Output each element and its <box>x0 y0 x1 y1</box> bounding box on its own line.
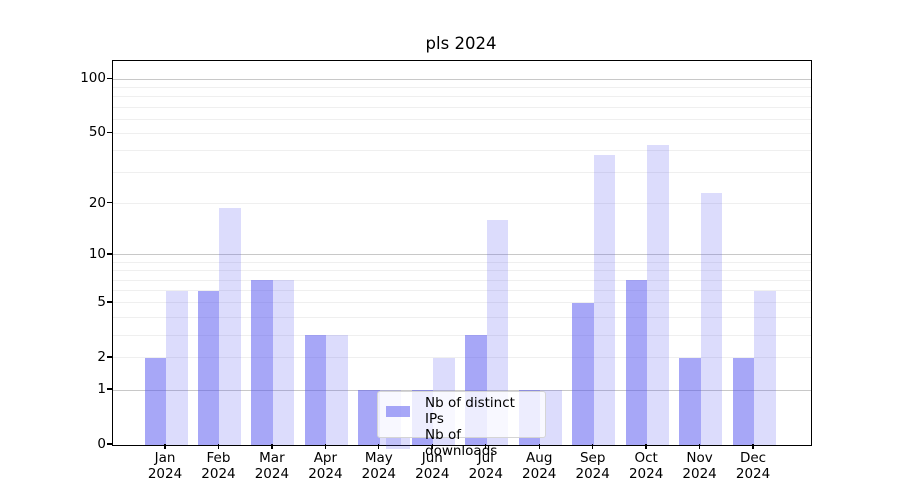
y-tick-mark <box>107 131 112 133</box>
y-tick-label: 0 <box>97 436 106 452</box>
legend-item-distinct-ips: Nb of distinct IPs <box>386 395 537 427</box>
x-tick-mark <box>592 444 594 449</box>
x-tick-mark <box>645 444 647 449</box>
bar-distinct-ips <box>358 390 380 445</box>
x-tick-mark <box>538 444 540 449</box>
chart-title: pls 2024 <box>425 34 497 53</box>
x-tick-label: Jul 2024 <box>468 450 503 482</box>
minor-gridline <box>113 106 811 108</box>
bar-distinct-ips <box>304 335 327 445</box>
minor-gridline <box>113 290 811 292</box>
x-tick-label: Aug 2024 <box>522 450 557 482</box>
x-tick-label: Dec 2024 <box>735 450 771 482</box>
y-tick-label: 5 <box>97 293 106 310</box>
bar-downloads <box>647 145 669 445</box>
minor-gridline <box>113 357 811 359</box>
y-tick-mark <box>107 356 112 358</box>
y-tick-label: 1 <box>97 381 106 398</box>
y-tick-label: 2 <box>97 348 106 365</box>
major-gridline <box>113 254 811 256</box>
bar-downloads <box>593 154 616 445</box>
x-tick-label: Apr 2024 <box>308 450 343 482</box>
bar-distinct-ips <box>251 280 273 445</box>
y-tick-label: 50 <box>88 124 106 141</box>
x-tick-mark <box>324 444 327 449</box>
bar-downloads <box>219 207 241 445</box>
legend-item-downloads: Nb of downloads <box>386 427 537 459</box>
x-tick-label: Feb 2024 <box>201 450 236 482</box>
x-tick-mark <box>378 444 380 449</box>
x-tick-mark <box>271 444 273 449</box>
y-tick-label: 10 <box>88 245 106 262</box>
minor-gridline <box>113 86 811 88</box>
legend-swatch-distinct-ips <box>386 405 410 417</box>
bar-distinct-ips <box>679 357 701 445</box>
x-tick-label: Sep 2024 <box>575 450 610 482</box>
bar-downloads <box>754 290 776 445</box>
minor-gridline <box>113 172 811 174</box>
x-tick-mark <box>164 444 166 449</box>
x-tick-mark <box>752 444 754 449</box>
x-tick-label: Nov 2024 <box>682 450 717 482</box>
minor-gridline <box>113 334 811 336</box>
x-tick-label: Jan 2024 <box>147 450 183 482</box>
x-tick-label: Oct 2024 <box>628 450 664 482</box>
major-gridline <box>113 78 811 80</box>
y-tick-mark <box>107 301 112 303</box>
y-tick-label: 100 <box>80 70 106 87</box>
minor-gridline <box>113 316 811 318</box>
bar-distinct-ips <box>572 303 594 445</box>
minor-gridline <box>113 279 811 281</box>
x-tick-label: May 2024 <box>361 450 396 482</box>
y-tick-label: 20 <box>88 194 106 211</box>
minor-gridline <box>113 203 811 205</box>
bar-downloads <box>700 193 723 445</box>
bar-distinct-ips <box>197 290 220 445</box>
legend-label-downloads: Nb of downloads <box>425 427 498 459</box>
bar-distinct-ips <box>732 357 755 445</box>
plot-area <box>112 60 812 446</box>
minor-gridline <box>113 132 811 134</box>
major-gridline <box>113 389 811 391</box>
y-tick-mark <box>107 253 112 255</box>
x-tick-mark <box>485 444 487 449</box>
x-tick-mark <box>698 444 701 449</box>
legend-label-distinct-ips: Nb of distinct IPs <box>425 395 515 427</box>
y-tick-mark <box>107 443 112 445</box>
minor-gridline <box>113 118 811 120</box>
legend-swatch-downloads <box>386 437 410 449</box>
bar-downloads <box>326 335 348 445</box>
y-tick-mark <box>107 202 112 204</box>
minor-gridline <box>113 150 811 152</box>
bar-distinct-ips <box>625 280 648 445</box>
minor-gridline <box>113 262 811 263</box>
bar-downloads <box>272 280 295 445</box>
y-tick-mark <box>107 388 112 390</box>
x-tick-label: Jun 2024 <box>415 450 450 482</box>
legend: Nb of distinct IPs Nb of downloads <box>377 391 546 459</box>
bar-downloads <box>486 220 509 445</box>
minor-gridline <box>113 302 811 304</box>
minor-gridline <box>113 96 811 98</box>
y-tick-mark <box>107 77 112 79</box>
bar-distinct-ips <box>144 357 166 445</box>
bar-downloads <box>166 290 188 445</box>
x-tick-label: Mar 2024 <box>254 450 290 482</box>
x-tick-mark <box>217 444 220 449</box>
minor-gridline <box>113 270 811 272</box>
x-tick-mark <box>431 444 433 449</box>
